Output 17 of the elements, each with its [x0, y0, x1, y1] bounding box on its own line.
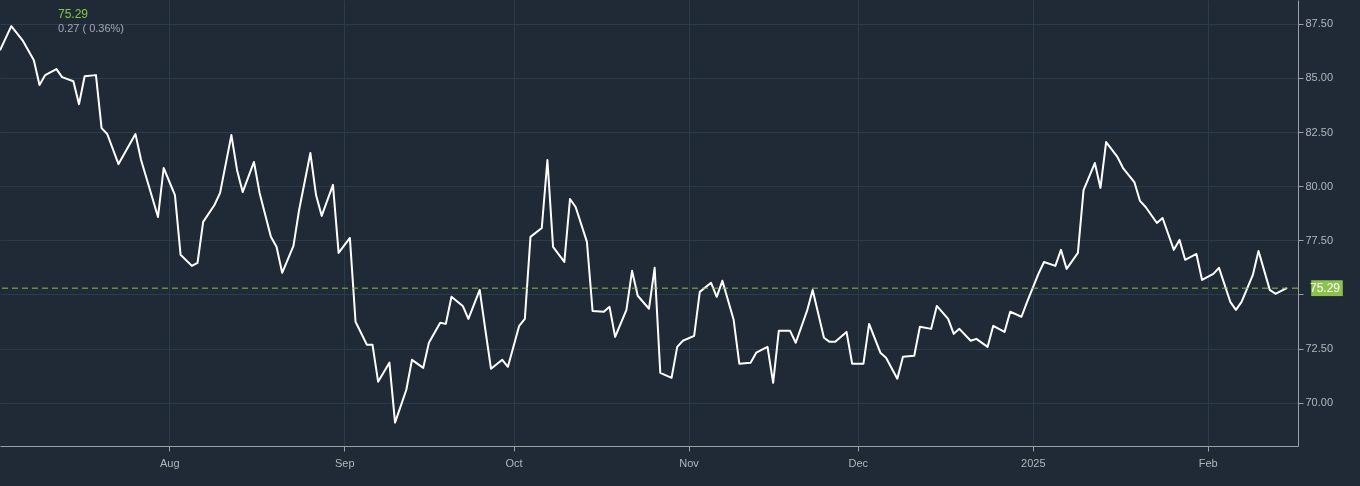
x-tick-label: Nov: [679, 456, 700, 469]
x-tick-label: Oct: [505, 456, 523, 469]
y-tick-label: 82.50: [1305, 125, 1334, 138]
y-tick-label: 72.50: [1305, 342, 1334, 355]
x-tick-label: Sep: [334, 456, 355, 469]
x-tick-label: Feb: [1198, 456, 1218, 469]
y-tick-label: 85.00: [1305, 71, 1334, 84]
x-tick-label: 2025: [1021, 456, 1046, 469]
x-tick-label: Dec: [848, 456, 869, 469]
y-tick-label: 77.50: [1305, 233, 1334, 246]
y-tick-label: 70.00: [1305, 396, 1334, 409]
y-tick-label: 87.50: [1305, 17, 1334, 30]
line-series: [0, 25, 1288, 424]
annotation: 75.29: [58, 7, 89, 21]
annotation: 0.27 ( 0.36%): [58, 22, 125, 34]
y-tick-label: 80.00: [1305, 179, 1334, 192]
x-tick-label: Aug: [160, 456, 180, 469]
